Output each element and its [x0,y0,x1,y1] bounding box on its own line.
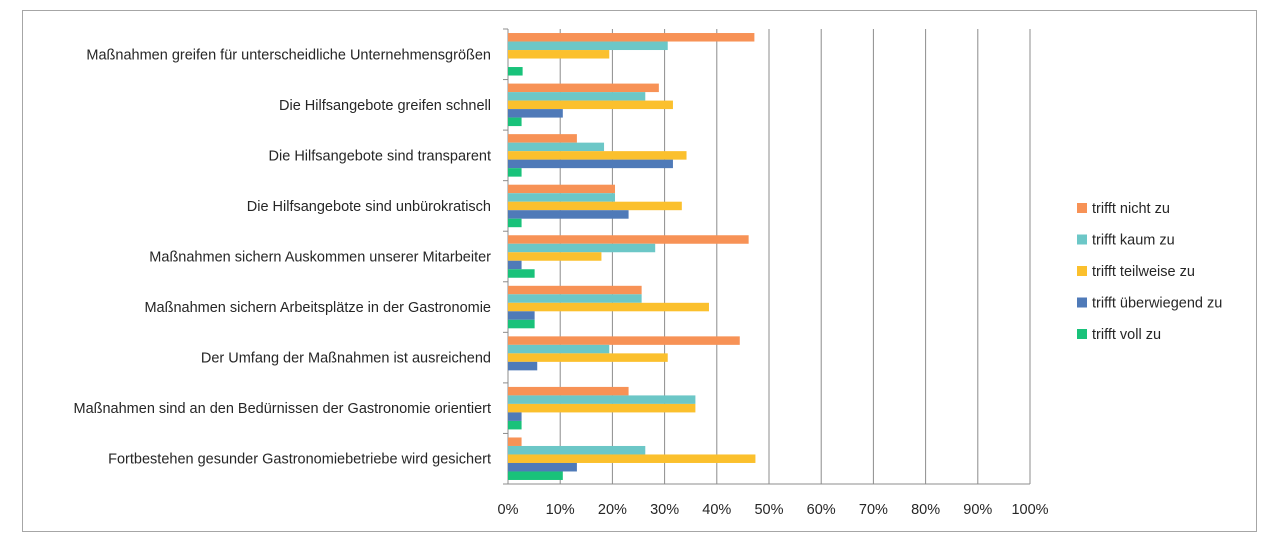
bar [508,353,668,362]
bar [508,41,668,51]
legend-swatch [1077,329,1087,339]
bar [508,67,523,76]
bar [508,302,709,312]
bar [508,218,522,228]
bar [508,285,642,295]
x-tick-label: 90% [963,502,992,518]
bar [508,471,563,480]
bars [508,33,756,480]
category-labels: Maßnahmen greifen für unterscheidliche U… [73,47,491,467]
bar [508,395,696,404]
bar [508,142,605,152]
bar [508,386,629,396]
bar [508,454,756,463]
x-tick-label: 50% [754,502,783,518]
legend-swatch [1077,203,1087,213]
legend-label: trifft voll zu [1092,327,1161,343]
bar [508,243,656,253]
category-label: Die Hilfsangebote sind transparent [269,148,491,164]
legend-label: trifft teilweise zu [1092,264,1195,280]
x-tick-label: 20% [598,502,627,518]
bar [508,319,535,329]
bar [508,437,522,446]
bar [508,294,642,303]
legend-swatch [1077,297,1087,308]
bar [508,50,610,59]
category-label: Maßnahmen sichern Arbeitsplätze in der G… [144,300,491,316]
bar [508,201,682,211]
legend-label: trifft nicht zu [1092,201,1170,217]
bar [508,83,659,93]
bar [508,168,522,177]
bar [508,260,522,270]
bar [508,92,646,101]
bar [508,445,646,455]
x-tick-label: 0% [498,502,519,518]
bar [508,100,673,110]
bar [508,252,602,261]
bar [508,344,610,354]
bar [508,403,696,413]
legend-swatch [1077,266,1087,276]
x-tick-label: 80% [911,502,940,518]
bar [508,235,749,244]
bar [508,420,522,430]
bar [508,184,616,194]
legend-label: trifft überwiegend zu [1092,296,1222,312]
x-axis-tick-labels: 0% 10% 20% 30% 40% 50% 60% 70% 80% 90% 100% [498,502,1049,518]
x-tick-label: 40% [702,502,731,518]
bar [508,117,522,127]
category-label: Die Hilfsangebote greifen schnell [279,98,491,114]
x-tick-label: 70% [859,502,888,518]
legend-swatch [1077,234,1087,245]
legend: trifft nicht zu trifft kaum zu trifft teil… [1077,201,1222,343]
bar [508,412,522,421]
bar [508,33,755,42]
bar [508,311,535,320]
category-label: Fortbestehen gesunder Gastronomiebetrieb… [108,452,491,468]
legend-label: trifft kaum zu [1092,233,1175,249]
category-label: Maßnahmen sind an den Bedürnissen der Ga… [73,401,491,417]
x-tick-label: 60% [807,502,836,518]
x-tick-label: 10% [546,502,575,518]
bar [508,109,563,118]
bar [508,193,616,202]
bar [508,269,535,278]
category-label: Maßnahmen greifen für unterscheidliche U… [86,47,491,63]
bar [508,336,740,345]
category-label: Die Hilfsangebote sind unbürokratisch [247,199,491,215]
bar [508,159,673,169]
bar [508,134,577,143]
bar [508,210,629,219]
category-label: Maßnahmen sichern Auskommen unserer Mita… [149,250,491,266]
category-label: Der Umfang der Maßnahmen ist ausreichend [201,351,491,367]
bar [508,151,687,160]
x-tick-label: 30% [650,502,679,518]
x-tick-label: 100% [1011,502,1048,518]
bar [508,361,538,371]
bar [508,462,577,472]
